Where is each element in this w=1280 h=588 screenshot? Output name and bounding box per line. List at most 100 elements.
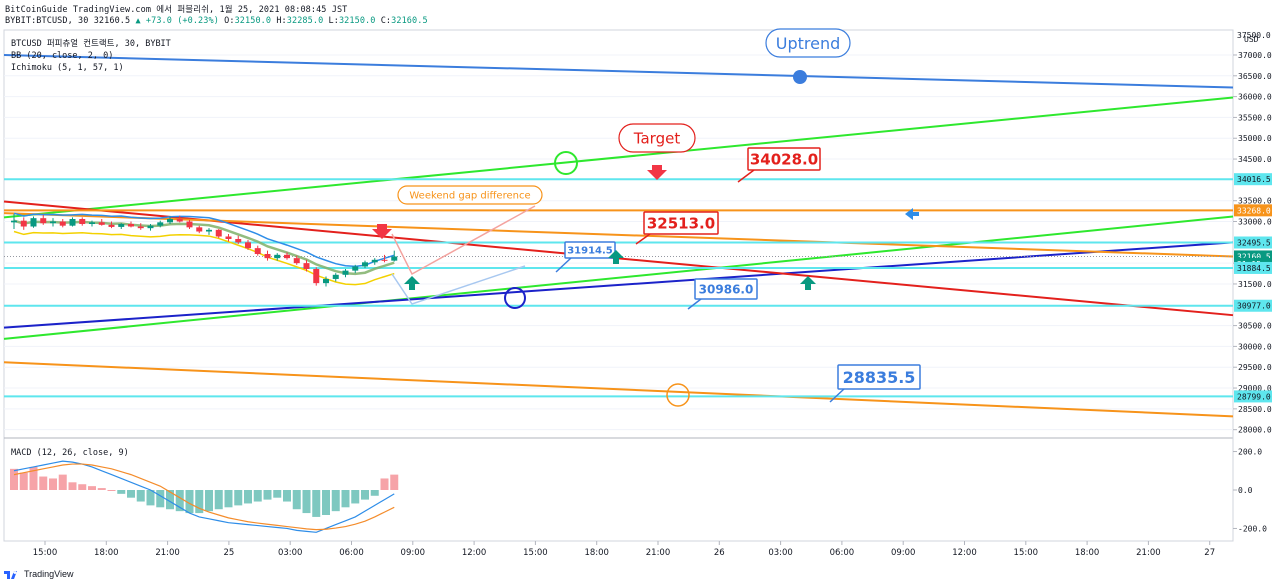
- symbol-label: BYBIT:BTCUSD, 30: [5, 16, 89, 26]
- callout-31914-box: [564, 241, 616, 259]
- callout-28835: 28835.5: [829, 364, 921, 403]
- price-label-bg: [1234, 236, 1272, 249]
- price-tick-label: 37000.0: [1238, 51, 1272, 60]
- candle-body: [167, 219, 173, 223]
- uptrend-marker-icon: [793, 70, 807, 84]
- tradingview-footer[interactable]: TradingView: [4, 569, 74, 579]
- open-value: 32150.0: [234, 16, 272, 26]
- orange-low-line: [3, 361, 1234, 418]
- time-tick: 12:00: [462, 548, 487, 558]
- legend-ichimoku: Ichimoku (5, 1, 57, 1): [11, 63, 124, 73]
- candle-body: [206, 229, 212, 232]
- callout-28835-box: [837, 364, 921, 390]
- macd-histogram-bar: [49, 478, 57, 490]
- time-tick: 21:00: [1136, 548, 1161, 558]
- callout-32513-label: 32513.0: [647, 214, 715, 232]
- candle-body: [284, 254, 290, 259]
- currency-label: USD: [1244, 35, 1259, 44]
- legend-bb: BB (20, close, 2, 0): [11, 51, 113, 61]
- up-arrow-2: [608, 250, 624, 264]
- macd-histogram-bar: [302, 490, 311, 514]
- macd-pane: 200.0 0.0 -200.0: [10, 448, 1267, 533]
- close-value: 32160.5: [391, 16, 428, 26]
- price-label-bg: [1234, 204, 1272, 217]
- macd-histogram-bar: [263, 490, 272, 500]
- candles: [11, 214, 398, 287]
- drawings[interactable]: 34028.0 32513.0 31914.5 30986.0 28835.5 Uptre…: [372, 28, 921, 407]
- symbol-ohlc-row: BYBIT:BTCUSD, 30 32160.5 ▲ +73.0 (+0.23%…: [5, 16, 428, 26]
- price-tick-label: 35000.0: [1238, 134, 1272, 143]
- publish-info: BitCoinGuide TradingView.com 에서 퍼블리쉬, 1월…: [5, 5, 348, 15]
- time-tick: 26: [714, 548, 725, 558]
- macd-histogram-bar: [380, 478, 389, 490]
- trend-lines[interactable]: [3, 53, 1234, 418]
- weekend-gap-bubble: Weekend gap difference: [397, 185, 543, 205]
- callout-32513-pointer: [635, 233, 651, 245]
- time-tick: 06:00: [830, 548, 855, 558]
- candle-body: [215, 229, 222, 237]
- uptrend-bubble: Uptrend: [765, 28, 851, 58]
- macd-histogram-bar: [205, 490, 213, 512]
- candle-body: [293, 258, 300, 264]
- high-label: H:: [276, 16, 287, 26]
- candle-body: [20, 220, 27, 227]
- price-tick-label: 29500.0: [1238, 363, 1272, 372]
- horizontal-levels[interactable]: [4, 178, 1233, 398]
- callout-30986-pointer: [687, 298, 702, 310]
- macd-histogram-bar: [292, 490, 301, 510]
- price-label: 32495.5: [1237, 239, 1271, 248]
- macd-histogram-bar: [273, 490, 282, 498]
- grid: [4, 54, 1233, 431]
- macd-histogram-bar: [244, 490, 252, 504]
- legend-macd: MACD (12, 26, close, 9): [11, 448, 129, 458]
- candle-body: [89, 222, 95, 225]
- time-tick: 09:00: [401, 548, 426, 558]
- candle-body: [30, 218, 37, 227]
- time-tick: 18:00: [1075, 548, 1100, 558]
- price-tick-label: 36500.0: [1238, 72, 1272, 81]
- price-axis[interactable]: 37000.0 36500.0 36000.0 35500.0 35000.0 34500…: [1233, 31, 1272, 435]
- green-rising-upper-line: [3, 96, 1234, 219]
- legend-title: BTCUSD 퍼피츄얼 컨트랙트, 30, BYBIT: [11, 38, 171, 49]
- candle-body: [313, 268, 320, 284]
- macd-histogram-bar: [117, 490, 126, 494]
- candle-body: [147, 225, 154, 229]
- price-label: 28799.0: [1237, 392, 1271, 401]
- callout-34028: 34028.0: [737, 147, 821, 183]
- macd-histogram-bar: [214, 490, 223, 510]
- time-axis[interactable]: 15:00 18:00 21:00 25 03:00 06:00 09:00 12:00 15:…: [33, 541, 1215, 558]
- time-tick: 06:00: [339, 548, 364, 558]
- gap-path-pink: [391, 205, 536, 276]
- macd-histogram-bar: [370, 490, 379, 496]
- time-tick: 09:00: [891, 548, 916, 558]
- time-tick: 15:00: [33, 548, 58, 558]
- callout-28835-pointer: [829, 388, 845, 403]
- time-tick: 12:00: [952, 548, 977, 558]
- price-tick-label: 33000.0: [1238, 218, 1272, 227]
- candle-body: [196, 227, 203, 232]
- neutral-face-icon: [504, 287, 526, 309]
- macd-histogram-bar: [283, 490, 291, 502]
- tradingview-logo-icon: [4, 571, 17, 579]
- macd-histogram-bar: [351, 490, 360, 504]
- candle-body: [59, 221, 66, 226]
- down-arrow-target: [647, 165, 667, 180]
- price-label-bg: [1234, 261, 1272, 274]
- candle-body: [118, 224, 125, 227]
- candle-body: [186, 221, 193, 228]
- macd-histogram-bar: [146, 490, 155, 506]
- candle-body: [342, 270, 349, 275]
- macd-histogram-bar: [136, 490, 145, 502]
- macd-histogram-bar: [322, 490, 330, 515]
- candle-body: [352, 266, 359, 271]
- up-arrow-1: [800, 276, 816, 290]
- uptrend-bubble-label: Uptrend: [776, 34, 841, 53]
- trading-chart[interactable]: 34028.0 32513.0 31914.5 30986.0 28835.5 Uptre…: [0, 28, 1280, 573]
- target-bubble-shape: [618, 123, 696, 153]
- blue-rising-line: [3, 241, 1234, 329]
- macd-histogram-bar: [341, 490, 350, 508]
- uptrend-bubble-shape: [765, 28, 851, 58]
- gap-path-blue: [391, 265, 526, 305]
- smile-icon: [554, 151, 578, 175]
- macd-histogram-bar: [88, 486, 96, 490]
